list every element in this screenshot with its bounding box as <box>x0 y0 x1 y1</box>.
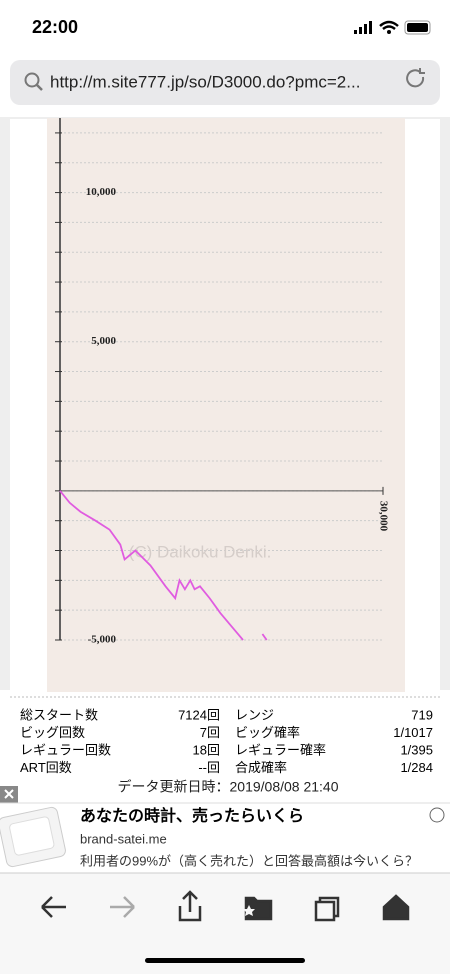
x-tick-label: 30,000 <box>377 501 389 532</box>
stat-value: 719 <box>411 707 433 722</box>
stat-label: ビッグ回数 <box>20 725 85 740</box>
stat-label: レギュラー回数 <box>20 742 111 757</box>
page-edge <box>0 118 10 690</box>
stat-value: 1/395 <box>400 742 433 757</box>
url[interactable]: http://m.site777.jp/so/D3000.do?pmc=2... <box>50 72 360 91</box>
back-button[interactable] <box>41 896 66 918</box>
stat-label: 総スタート数 <box>20 707 98 722</box>
tabs-button[interactable] <box>314 896 340 922</box>
toolbar <box>0 873 450 974</box>
stat-label: ART回数 <box>20 760 72 775</box>
share-button[interactable] <box>178 890 202 922</box>
home-button[interactable] <box>382 894 410 921</box>
ad-text[interactable]: 利用者の99%が（高く売れた）と回答最高額は今いくら？ <box>80 853 418 868</box>
reload[interactable] <box>406 68 425 88</box>
stat-label: 合成確率 <box>235 760 287 775</box>
stat-value: 7回 <box>200 725 220 740</box>
page-edge <box>440 118 450 690</box>
search-icon <box>24 72 40 88</box>
stat-value: 7124回 <box>178 707 220 722</box>
chart: 10,000 5,000 -5,000 30,000 (C) Daikoku Denki… <box>55 118 389 646</box>
y-tick-label: 5,000 <box>91 335 116 347</box>
updated: データ更新日時：2019/08/08 21:40 <box>118 779 339 795</box>
ad-image[interactable] <box>0 806 67 868</box>
stat-value: 18回 <box>193 742 220 757</box>
watermark: (C) Daikoku Denki. <box>129 542 272 561</box>
ad-domain[interactable]: brand-satei.me <box>80 831 167 846</box>
ad-title[interactable]: あなたの時計、売ったらいくら <box>80 806 304 825</box>
stats-table: 総スタート数 7124回 レンジ 719 ビッグ回数 7回 ビッグ確率 1/1017 レギュラー… <box>20 707 433 775</box>
stat-label: ビッグ確率 <box>235 725 300 740</box>
data-line <box>59 490 268 641</box>
stat-value: --回 <box>198 760 220 775</box>
y-tick-label: 10,000 <box>86 186 117 198</box>
home-indicator <box>145 958 305 963</box>
clock: 22:00 <box>32 17 78 37</box>
chart-area <box>47 118 405 692</box>
status-icons <box>354 20 431 35</box>
ad-info[interactable] <box>429 807 445 823</box>
stat-label: レギュラー確率 <box>235 742 326 757</box>
address-bar[interactable] <box>10 60 440 105</box>
y-tick-label: -5,000 <box>88 634 117 646</box>
stat-label: レンジ <box>235 707 274 722</box>
forward-button[interactable] <box>110 896 135 918</box>
stat-value: 1/1017 <box>393 725 433 740</box>
stat-value: 1/284 <box>400 760 433 775</box>
